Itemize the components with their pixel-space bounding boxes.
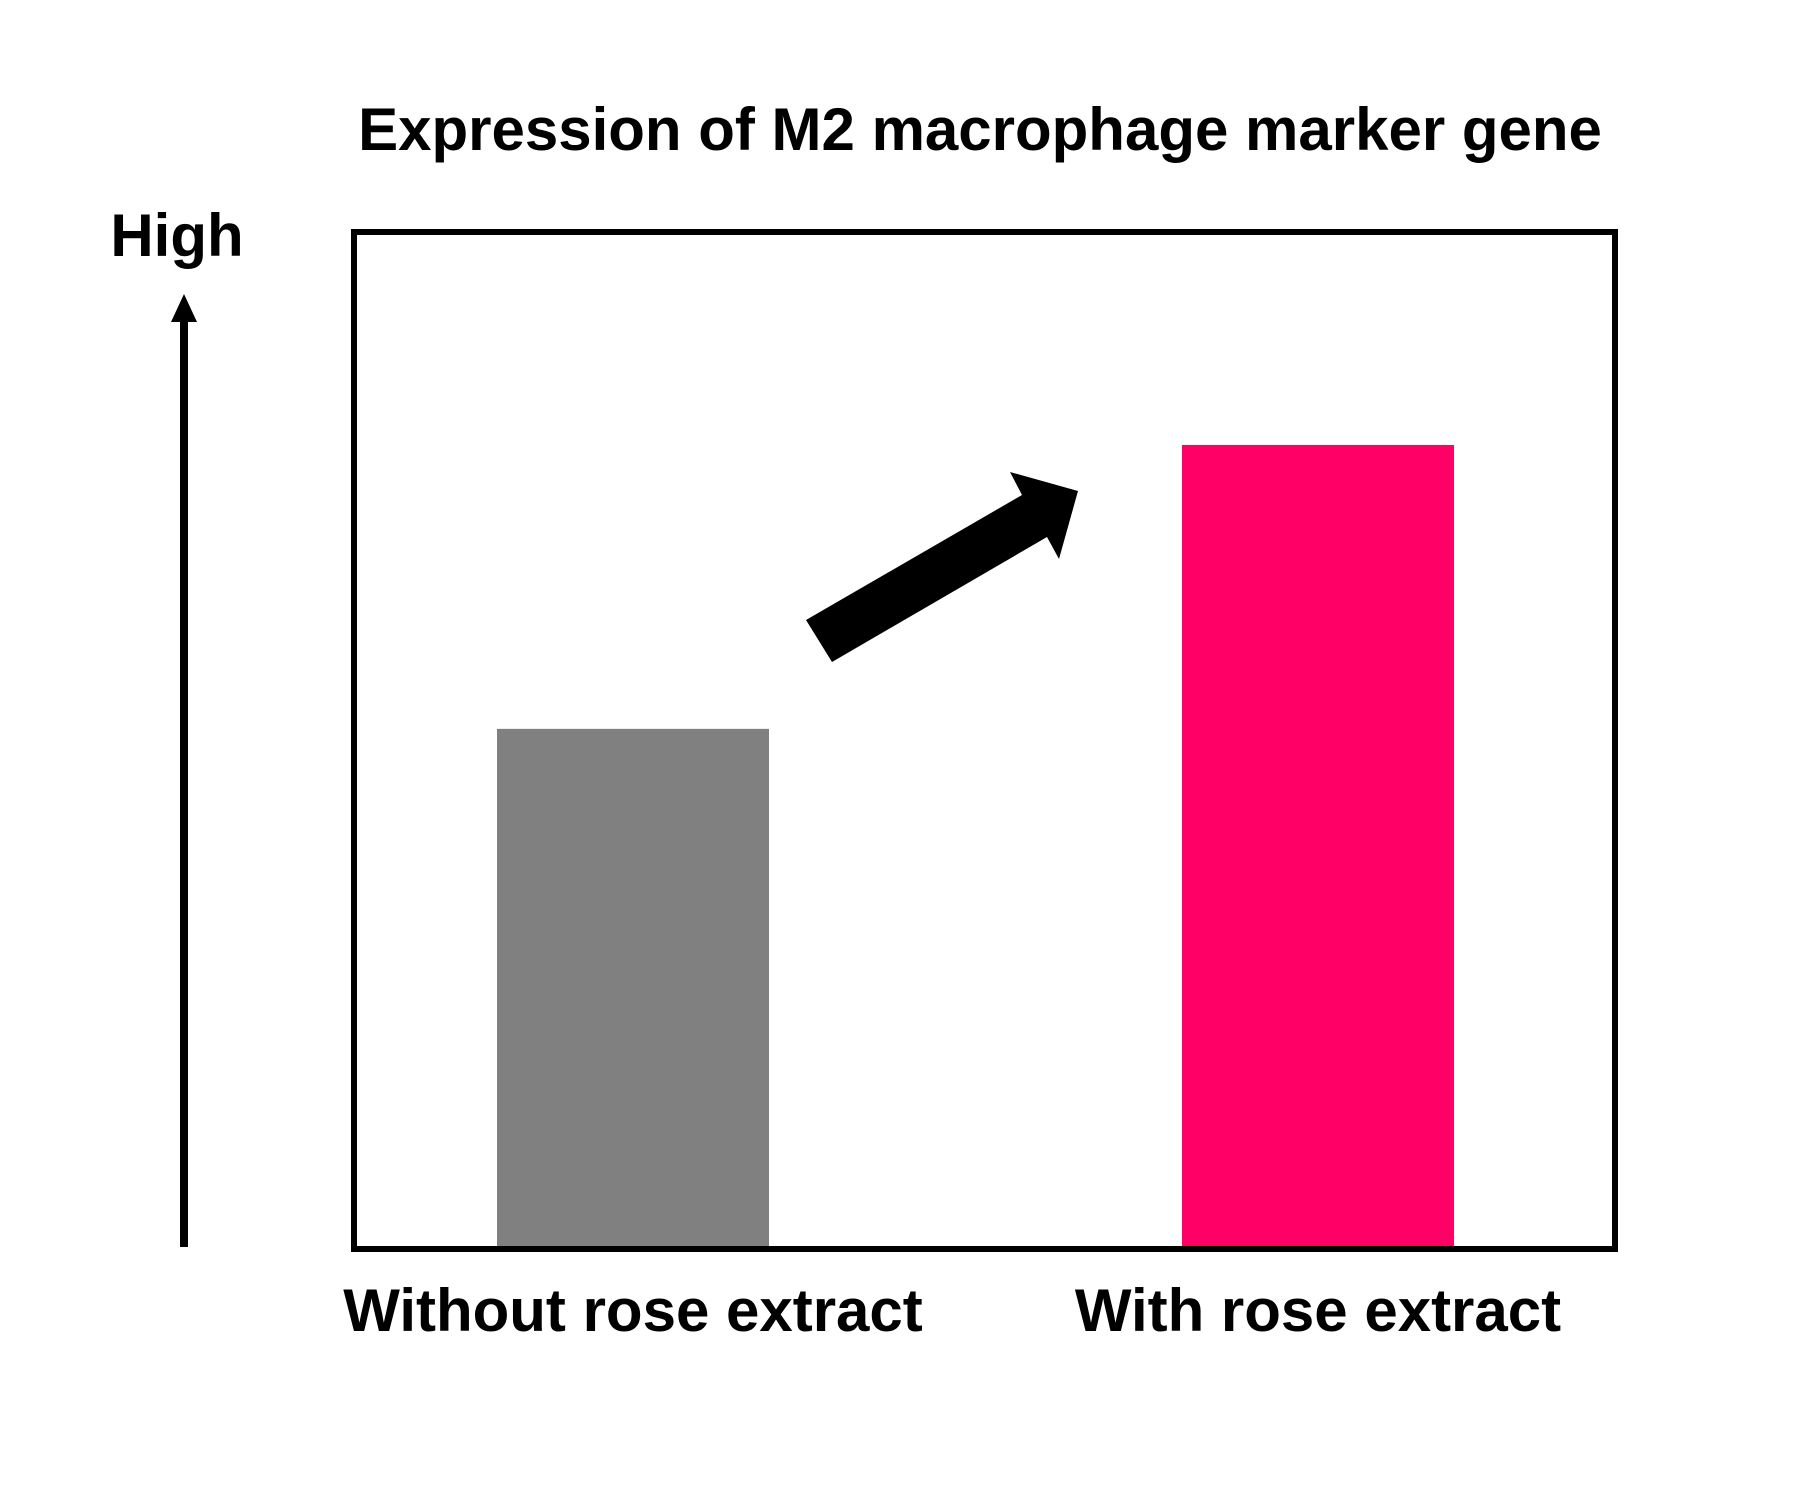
chart-title: Expression of M2 macrophage marker gene xyxy=(358,96,1602,163)
y-axis-arrowhead xyxy=(171,294,197,322)
bar xyxy=(1182,444,1454,1246)
plot-frame xyxy=(351,229,1618,1252)
x-tick-label: Without rose extract xyxy=(343,1277,923,1344)
bar xyxy=(497,728,769,1246)
x-tick-label: With rose extract xyxy=(1075,1277,1561,1344)
bars xyxy=(497,444,1454,1246)
y-axis-label: High xyxy=(110,202,243,269)
increase-arrow xyxy=(806,472,1078,662)
